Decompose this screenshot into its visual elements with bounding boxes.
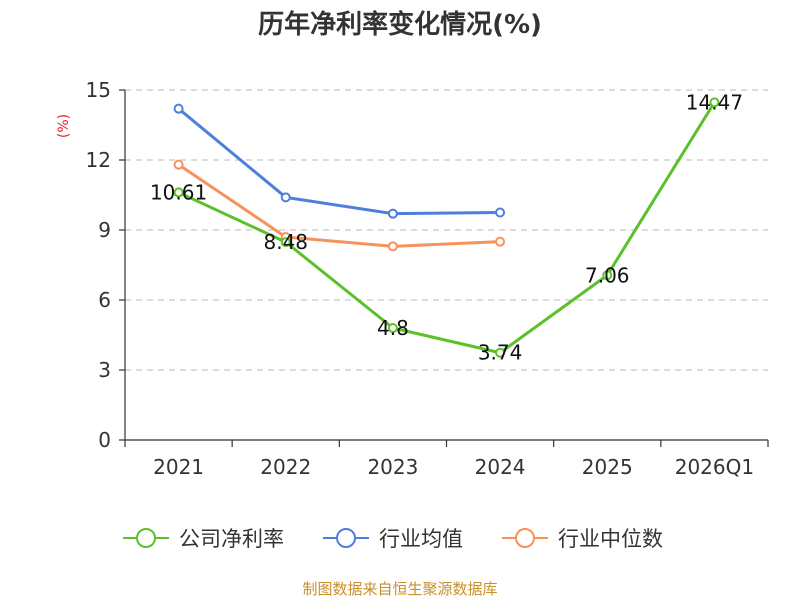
y-tick-label: 15 <box>86 78 111 102</box>
data-point <box>495 207 506 218</box>
y-tick-label: 12 <box>86 148 111 172</box>
data-point <box>173 159 184 170</box>
grid-lines <box>125 89 768 371</box>
data-point <box>387 241 398 252</box>
data-label: 14.47 <box>686 90 743 114</box>
series-line <box>177 101 716 355</box>
series-line <box>177 163 501 248</box>
legend-marker <box>336 528 356 548</box>
legend-marker <box>515 528 535 548</box>
x-tick-label: 2025 <box>582 455 633 479</box>
y-tick-label: 0 <box>98 428 111 452</box>
source-note: 制图数据来自恒生聚源数据库 <box>302 580 497 598</box>
data-point <box>173 103 184 114</box>
legend-marker <box>136 528 156 548</box>
x-tick-label: 2021 <box>153 455 204 479</box>
x-tick-label: 2022 <box>260 455 311 479</box>
data-point <box>387 323 398 333</box>
legend-label: 行业均值 <box>379 527 463 551</box>
data-labels: 10.61 8.48 4.8 3.74 7.06 14.47 <box>150 90 743 364</box>
legend-label: 公司净利率 <box>179 527 284 551</box>
data-point <box>280 237 291 248</box>
axes: 0 3 6 9 12 15 2021 2022 2023 2024 2025 2026Q1 <box>86 78 769 479</box>
x-tick-label: 2024 <box>475 455 526 479</box>
series-lines <box>173 97 720 358</box>
legend-label: 行业中位数 <box>558 527 663 551</box>
data-label: 8.48 <box>263 230 308 254</box>
data-label: 10.61 <box>150 180 207 204</box>
data-label: 4.8 <box>377 316 409 340</box>
legend: 公司净利率 行业均值 行业中位数 <box>123 527 663 551</box>
data-point <box>280 192 291 203</box>
data-point <box>495 347 506 358</box>
x-tick-label: 2023 <box>367 455 418 479</box>
data-point <box>495 236 506 247</box>
y-tick-label: 3 <box>98 358 111 382</box>
data-label: 7.06 <box>585 263 630 287</box>
y-axis-unit-label: (%) <box>56 114 72 138</box>
data-point <box>387 208 398 219</box>
y-tick-label: 9 <box>98 218 111 242</box>
data-point <box>173 187 184 198</box>
series-line <box>177 107 501 216</box>
data-point <box>709 97 720 108</box>
y-tick-label: 6 <box>98 288 111 312</box>
chart-title: 历年净利率变化情况(%) <box>258 9 542 40</box>
data-point <box>602 270 613 281</box>
data-label: 3.74 <box>478 341 523 365</box>
x-tick-label: 2026Q1 <box>675 455 754 479</box>
